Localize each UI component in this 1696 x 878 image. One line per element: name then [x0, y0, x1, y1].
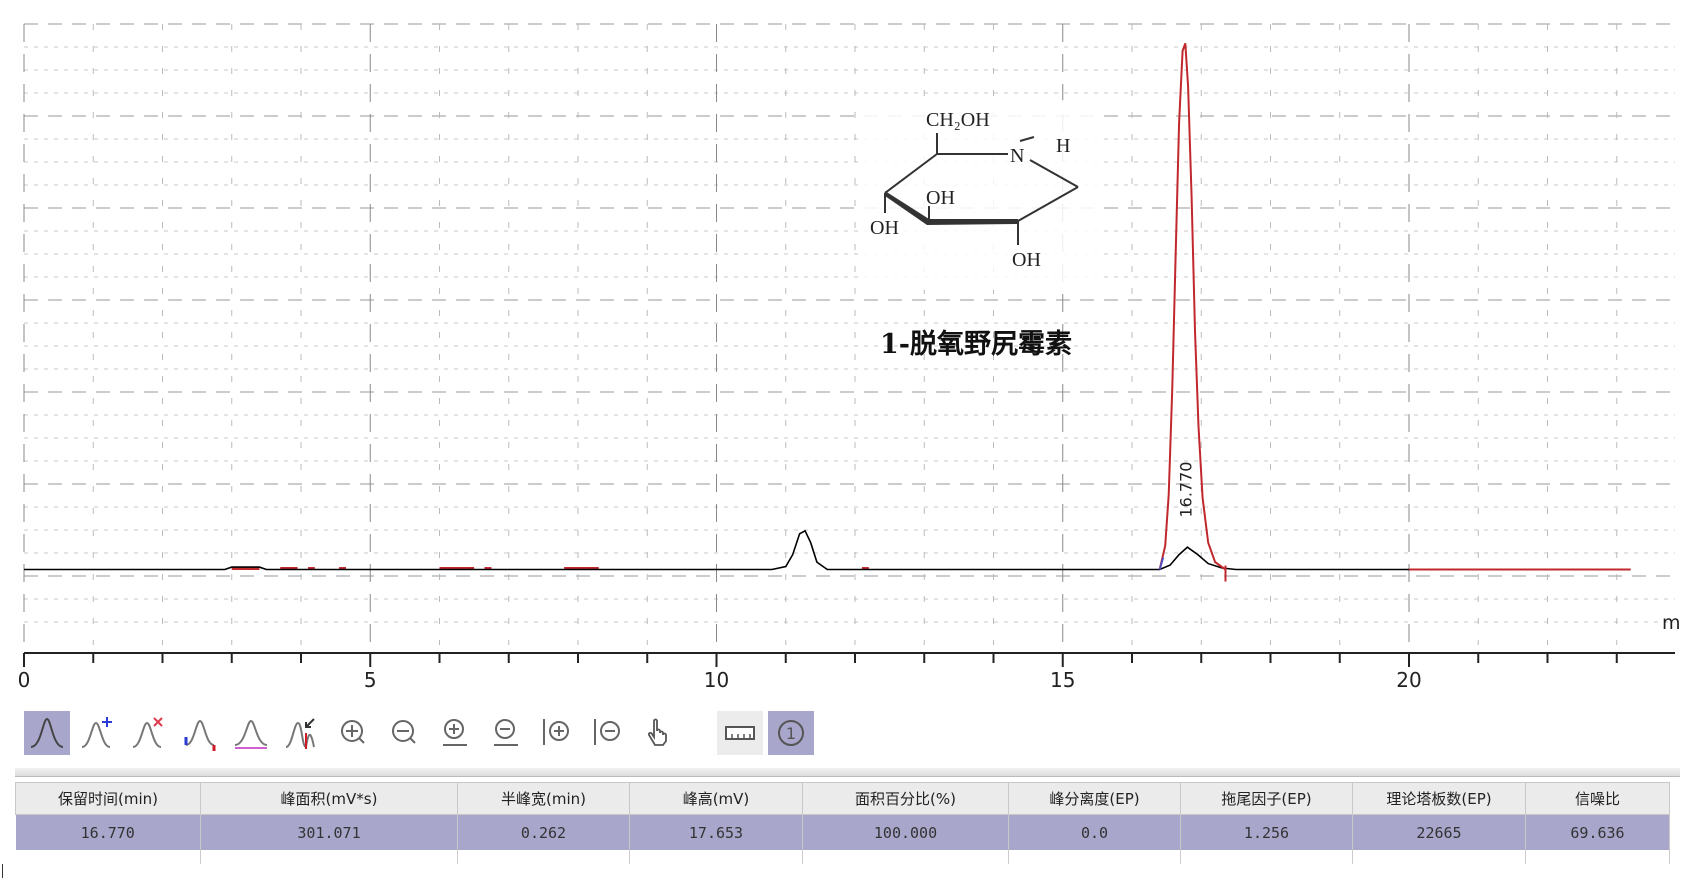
peak-label: 16.770 [1176, 462, 1195, 518]
zoom-in-y-icon[interactable] [432, 711, 478, 755]
x-tick-label: 0 [18, 668, 31, 692]
col-peak-area[interactable]: 峰面积(mV*s) [200, 782, 458, 815]
col-signal-noise[interactable]: 信噪比 [1525, 782, 1670, 815]
chromatogram-plot[interactable]: 0 5 10 15 20 16.770 m CH₂OH N H OH OH OH [0, 0, 1696, 710]
zoom-out-y-icon[interactable] [483, 711, 529, 755]
channel-1-icon[interactable]: 1 [768, 711, 814, 755]
col-tailing-factor[interactable]: 拖尾因子(EP) [1180, 782, 1353, 815]
merge-peak-icon[interactable] [279, 711, 325, 755]
cell-area-percent: 100.000 [802, 814, 1009, 850]
label-oh-left: OH [870, 217, 899, 239]
zoom-out-icon[interactable] [381, 711, 427, 755]
label-h: H [1056, 135, 1070, 157]
compound-name: 1-脱氧野尻霉素 [880, 329, 1072, 360]
col-peak-height[interactable]: 峰高(mV) [629, 782, 803, 815]
results-table: 保留时间(min) 峰面积(mV*s) 半峰宽(min) 峰高(mV) 面积百分… [15, 782, 1670, 864]
cell-tailing-factor: 1.256 [1180, 814, 1353, 850]
delete-peak-icon[interactable] [126, 711, 172, 755]
cell-half-width: 0.262 [457, 814, 630, 850]
cell-theoretical-plates: 22665 [1352, 814, 1526, 850]
ruler-icon[interactable] [717, 711, 763, 755]
col-area-percent[interactable]: 面积百分比(%) [802, 782, 1009, 815]
col-resolution[interactable]: 峰分离度(EP) [1008, 782, 1181, 815]
peak-start-marker [1158, 557, 1165, 570]
col-retention-time[interactable]: 保留时间(min) [15, 782, 201, 815]
x-tick-label: 20 [1396, 668, 1421, 692]
x-tick-label: 5 [364, 668, 377, 692]
label-n: N [1010, 145, 1024, 167]
x-tick-label: 15 [1050, 668, 1075, 692]
traces [24, 42, 1631, 582]
col-half-width[interactable]: 半峰宽(min) [457, 782, 630, 815]
cell-peak-height: 17.653 [629, 814, 803, 850]
split-peak-icon[interactable] [177, 711, 223, 755]
window-edge [2, 864, 3, 878]
cell-resolution: 0.0 [1008, 814, 1181, 850]
channel-number: 1 [786, 724, 796, 743]
table-row[interactable]: 16.770 301.071 0.262 17.653 100.000 0.0 … [15, 814, 1670, 850]
table-empty-row [15, 850, 1670, 864]
fitted-peak-trace [1158, 42, 1227, 571]
label-oh-upper: OH [926, 187, 955, 209]
label-ch2oh: CH₂OH [926, 109, 990, 131]
x-axis: 0 5 10 15 20 [18, 652, 1675, 692]
grid [23, 23, 1675, 645]
cell-peak-area: 301.071 [200, 814, 458, 850]
panel-divider[interactable] [15, 768, 1680, 777]
zoom-out-x-icon[interactable] [585, 711, 631, 755]
cell-signal-noise: 69.636 [1525, 814, 1670, 850]
cell-retention-time: 16.770 [15, 814, 201, 850]
add-peak-icon[interactable] [75, 711, 121, 755]
zoom-in-icon[interactable] [330, 711, 376, 755]
raw-signal-trace [24, 529, 1631, 571]
hand-pan-icon[interactable] [636, 711, 682, 755]
toolbar: 1 [24, 711, 819, 755]
x-axis-label: m [1662, 612, 1681, 634]
baseline-icon[interactable] [228, 711, 274, 755]
col-theoretical-plates[interactable]: 理论塔板数(EP) [1352, 782, 1526, 815]
zoom-in-x-icon[interactable] [534, 711, 580, 755]
peak-icon[interactable] [24, 711, 70, 755]
label-oh-bottom: OH [1012, 249, 1041, 271]
x-tick-label: 10 [704, 668, 729, 692]
chemical-structure: CH₂OH N H OH OH OH [860, 100, 1100, 290]
table-header-row: 保留时间(min) 峰面积(mV*s) 半峰宽(min) 峰高(mV) 面积百分… [15, 782, 1670, 815]
